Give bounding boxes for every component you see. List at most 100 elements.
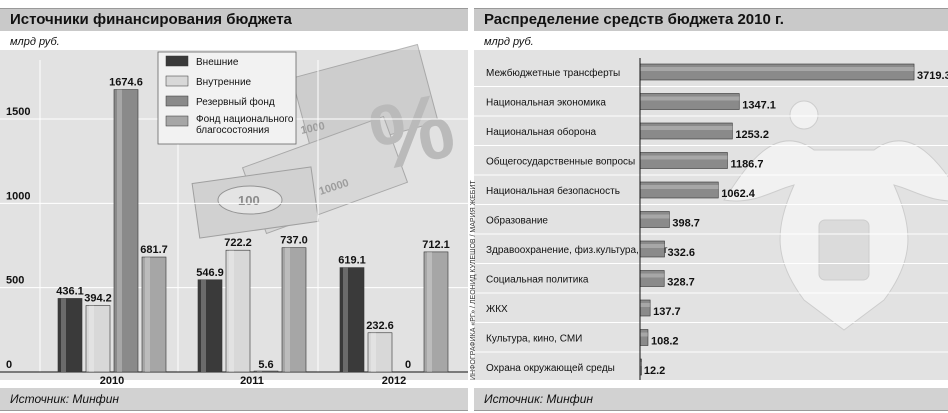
hbar-highlight bbox=[640, 126, 733, 130]
hbar-Межбюджетные трансферты bbox=[639, 63, 915, 81]
legend-label: благосостояния bbox=[196, 124, 269, 136]
right-unit-label: млрд руб. bbox=[484, 36, 534, 48]
right-source-bar: Источник: Минфин bbox=[474, 388, 948, 411]
bar-highlight bbox=[145, 257, 150, 372]
left-value-label: 5.6 bbox=[258, 359, 273, 371]
left-chart-title: Источники финансирования бюджета bbox=[10, 11, 292, 28]
left-value-label: 546.9 bbox=[196, 267, 224, 279]
left-value-label: 737.0 bbox=[280, 235, 308, 247]
legend-label: Внутренние bbox=[196, 77, 252, 88]
right-panel: Межбюджетные трансферты 3719.3 Национальна… bbox=[474, 0, 948, 413]
right-category-label: Национальная оборона bbox=[486, 126, 597, 138]
right-category-label: Национальная экономика bbox=[486, 98, 606, 109]
bar-Внутренние-2011 bbox=[225, 249, 251, 373]
bar-highlight bbox=[201, 279, 206, 372]
hbar-highlight bbox=[640, 67, 915, 71]
left-value-label: 394.2 bbox=[84, 293, 112, 305]
right-value-label: 108.2 bbox=[651, 336, 679, 348]
left-value-label: 681.7 bbox=[140, 244, 168, 256]
left-y-tick-label: 1500 bbox=[6, 106, 30, 118]
left-source-bar: Источник: Минфин bbox=[0, 388, 468, 411]
hbar-highlight bbox=[640, 332, 648, 337]
left-chart: %100100001000050010001500436.1546.9619.1… bbox=[0, 43, 468, 387]
right-category-label: Национальная безопасность bbox=[486, 185, 620, 197]
shield-shape bbox=[818, 219, 870, 281]
left-y-tick-label: 0 bbox=[6, 359, 12, 371]
left-x-tick-label: 2012 bbox=[382, 375, 406, 387]
bar-highlight bbox=[343, 267, 348, 372]
right-chart-title: Распределение средств бюджета 2010 г. bbox=[484, 11, 784, 28]
bar-highlight bbox=[117, 89, 122, 373]
bar-Внешние-2012 bbox=[339, 267, 365, 373]
right-value-label: 1253.2 bbox=[735, 129, 769, 141]
right-category-label: Культура, кино, СМИ bbox=[486, 334, 582, 345]
bar-Фонд национального благосостояния-2012 bbox=[423, 251, 449, 373]
hbar-highlight bbox=[640, 273, 665, 278]
hbar-Общегосударственные вопросы bbox=[639, 152, 728, 169]
bar-highlight bbox=[371, 332, 376, 372]
right-category-label: ЖКХ bbox=[486, 304, 508, 315]
right-value-label: 398.7 bbox=[672, 218, 700, 230]
right-category-label: Общегосударственные вопросы bbox=[486, 156, 635, 168]
bar-Внутренние-2010 bbox=[85, 305, 111, 373]
hbar-highlight bbox=[640, 303, 651, 307]
left-value-label: 0 bbox=[405, 359, 411, 371]
legend-swatch bbox=[165, 55, 189, 67]
hbar-highlight bbox=[640, 214, 670, 219]
bar-Резервный фонд-2011 bbox=[253, 370, 279, 373]
legend-label: Резервный фонд bbox=[196, 96, 275, 108]
left-y-tick-label: 500 bbox=[6, 275, 24, 287]
bar-Внешние-2011 bbox=[197, 279, 223, 373]
bar-Фонд национального благосостояния-2010 bbox=[141, 256, 167, 373]
left-value-label: 722.2 bbox=[224, 237, 252, 249]
hbar-Здравоохранение, физ.культура, спорт bbox=[639, 240, 665, 258]
right-category-label: Здравоохранение, физ.культура, спорт bbox=[486, 244, 668, 256]
right-value-label: 1347.1 bbox=[742, 100, 776, 112]
right-category-label: Межбюджетные трансферты bbox=[486, 67, 620, 79]
right-value-label: 1186.7 bbox=[730, 159, 763, 171]
left-source-text: Источник: Минфин bbox=[10, 392, 119, 406]
hbar-highlight bbox=[640, 96, 740, 101]
bar-highlight bbox=[89, 305, 94, 372]
hbar-highlight bbox=[640, 185, 719, 189]
coin-shape bbox=[217, 185, 283, 215]
left-title-bar: Источники финансирования бюджета bbox=[0, 8, 468, 31]
right-value-label: 3719.3 bbox=[917, 70, 948, 82]
right-value-label: 328.7 bbox=[667, 277, 695, 289]
hbar-highlight bbox=[640, 362, 642, 366]
right-chart: Межбюджетные трансферты 3719.3 Национальна… bbox=[474, 50, 948, 382]
hbar-highlight bbox=[640, 155, 728, 160]
bar-highlight bbox=[61, 298, 66, 372]
hbar-Национальная экономика bbox=[639, 93, 740, 110]
right-title-bar: Распределение средств бюджета 2010 г. bbox=[474, 8, 948, 31]
coat-of-arms-watermark bbox=[723, 100, 948, 331]
credit-text: ИНФОГРАФИКА «РГ» / ЛЕОНИД КУЛЕШОВ / МАРИ… bbox=[470, 180, 477, 380]
right-value-label: 1062.4 bbox=[721, 188, 756, 200]
left-value-label: 619.1 bbox=[338, 255, 366, 267]
bar-highlight bbox=[229, 250, 234, 372]
bar-highlight bbox=[285, 247, 290, 372]
hbar-ЖКХ bbox=[639, 299, 651, 317]
legend-label: Фонд национального bbox=[196, 114, 294, 125]
bar-Фонд национального благосостояния-2011 bbox=[281, 247, 307, 373]
legend-swatch bbox=[165, 75, 189, 87]
bar-Резервный фонд-2010 bbox=[113, 89, 139, 373]
right-value-label: 332.6 bbox=[668, 247, 696, 259]
hbar-Национальная оборона bbox=[639, 122, 733, 140]
bill-label-1000: 1000 bbox=[300, 120, 326, 137]
left-x-tick-label: 2011 bbox=[240, 375, 264, 387]
bar-Внутренние-2012 bbox=[367, 332, 393, 373]
infographic-credit: ИНФОГРАФИКА «РГ» / ЛЕОНИД КУЛЕШОВ / МАРИ… bbox=[470, 180, 480, 390]
right-source-text: Источник: Минфин bbox=[484, 392, 593, 406]
hbar-Социальная политика bbox=[639, 270, 665, 287]
right-category-label: Образование bbox=[486, 215, 548, 227]
right-category-label: Социальная политика bbox=[486, 275, 589, 286]
bar-highlight bbox=[427, 251, 432, 372]
left-value-label: 232.6 bbox=[366, 320, 394, 332]
bill-label-100: 100 bbox=[238, 193, 260, 208]
left-x-tick-label: 2010 bbox=[100, 375, 124, 387]
left-value-label: 436.1 bbox=[56, 285, 84, 297]
hbar-Культура, кино, СМИ bbox=[639, 329, 649, 346]
left-value-label: 712.1 bbox=[422, 239, 450, 251]
hbar-Национальная безопасность bbox=[639, 181, 719, 199]
